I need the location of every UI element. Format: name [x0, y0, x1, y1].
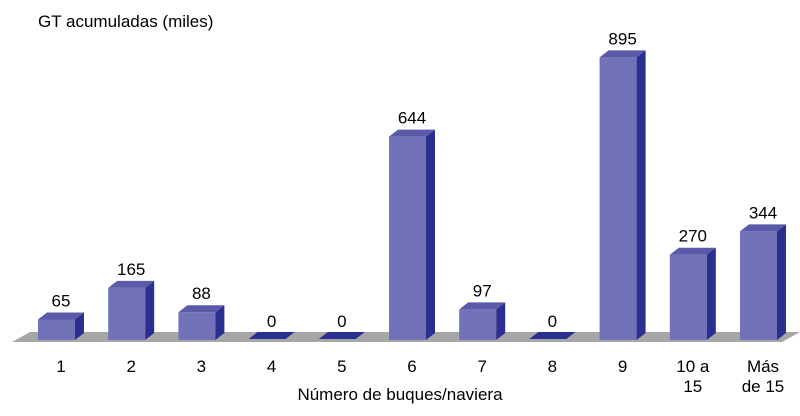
- bar: [108, 280, 155, 340]
- data-label: 97: [473, 281, 492, 300]
- data-label: 0: [337, 312, 346, 331]
- x-tick-label: 10 a 15: [676, 357, 710, 396]
- x-tick-label: 8: [548, 357, 557, 376]
- x-tick-label: 4: [267, 357, 276, 376]
- x-tick-label: 5: [337, 357, 346, 376]
- bar: [389, 129, 435, 340]
- x-tick-label: 2: [126, 357, 135, 376]
- x-tick-labels-group: 1 2 3 4 5 6 7 8 9 10 a 15 Más de 15: [56, 357, 784, 396]
- x-axis-label: Número de buques/naviera: [297, 385, 503, 404]
- x-tick-label: 3: [197, 357, 206, 376]
- bar: [248, 332, 295, 339]
- data-label: 165: [117, 260, 145, 279]
- bar: [38, 312, 84, 340]
- data-label: 895: [608, 29, 636, 48]
- bar: [529, 332, 576, 339]
- x-tick-label: 1: [56, 357, 65, 376]
- data-label: 344: [749, 203, 777, 222]
- y-axis-label: GT acumuladas (miles): [38, 12, 214, 31]
- x-tick-label: Más de 15: [742, 357, 785, 396]
- bar: [178, 305, 225, 340]
- bars-group: [38, 50, 786, 341]
- bar: [599, 50, 646, 341]
- bar: [740, 224, 786, 340]
- data-label: 88: [192, 284, 211, 303]
- x-tick-label: 7: [477, 357, 486, 376]
- data-label: 0: [267, 312, 276, 331]
- data-labels-group: 65 165 88 0 0 644 97 0 895 270 344: [52, 29, 778, 331]
- data-label: 0: [548, 312, 557, 331]
- bar: [318, 332, 365, 339]
- data-label: 644: [398, 109, 426, 128]
- x-tick-label: 9: [618, 357, 627, 376]
- bar: [669, 247, 716, 340]
- bar: [459, 302, 506, 340]
- data-label: 270: [679, 227, 707, 246]
- x-tick-label: 6: [407, 357, 416, 376]
- data-label: 65: [52, 291, 71, 310]
